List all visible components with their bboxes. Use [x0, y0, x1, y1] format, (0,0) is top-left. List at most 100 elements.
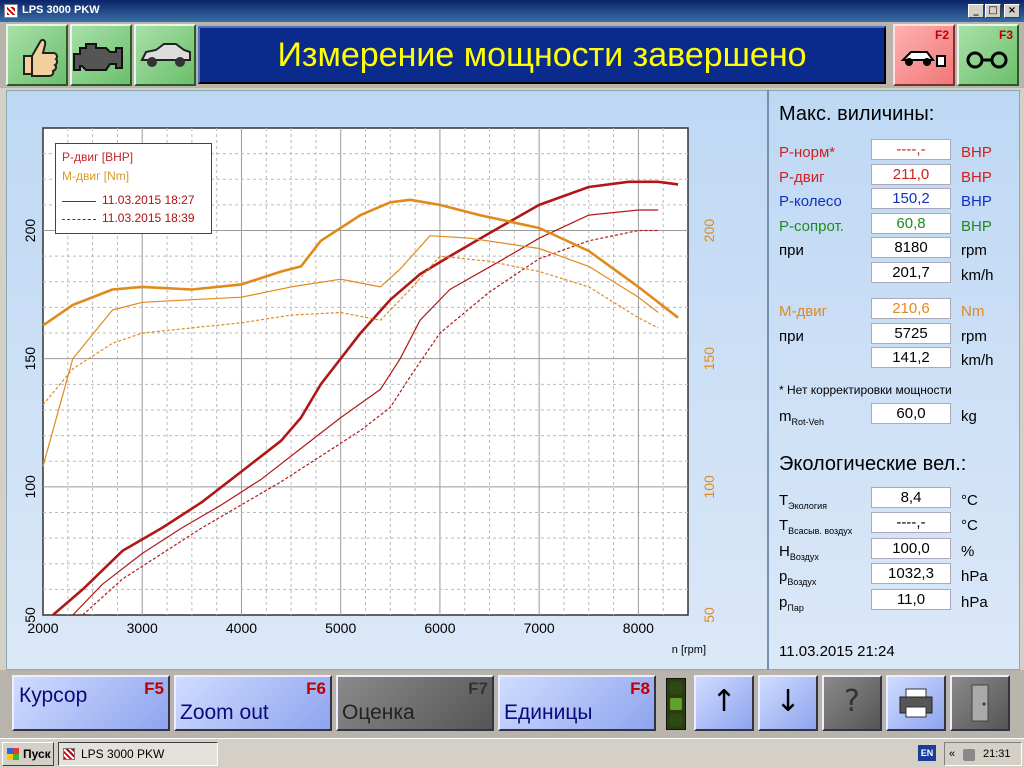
- pressure-vapor-unit: hPa: [961, 594, 988, 611]
- signal-lamp-bottom: [670, 714, 682, 726]
- y-left-tick-label: 200: [22, 219, 38, 243]
- temp-env-label: TЭкология: [779, 492, 827, 511]
- pressure-vapor-label: pПар: [779, 594, 804, 613]
- car-lift-icon: [900, 51, 946, 67]
- m-engine-unit: Nm: [961, 303, 985, 320]
- y-right-tick-label: 150: [701, 347, 717, 371]
- pressure-vapor-value: 11,0: [871, 589, 951, 610]
- power-curve-1: [52, 180, 679, 616]
- y-right-tick-label: 50: [701, 607, 717, 623]
- help-button[interactable]: ?: [822, 675, 882, 731]
- power-curve-3: [82, 229, 659, 616]
- bottom-toolbar: Курсор F5 Zoom out F6 Оценка F7 Единицы …: [0, 670, 1024, 738]
- legend-power: Р-двиг [BHP]: [62, 150, 134, 164]
- temp-intake-label-sub: Всасыв. воздух: [788, 526, 853, 536]
- power-rpm-value: 8180: [871, 237, 951, 258]
- minimize-button[interactable]: _: [968, 4, 984, 18]
- x-axis-label: n [rpm]: [672, 644, 706, 656]
- p-engine-unit: BHP: [961, 169, 992, 186]
- taskbar: Пуск LPS 3000 PKW EN « 21:31: [0, 738, 1024, 768]
- zoom-out-button[interactable]: Zoom out F6: [174, 675, 332, 731]
- start-button[interactable]: Пуск: [2, 742, 54, 766]
- mass-label-main: m: [779, 408, 792, 425]
- f2-key-label: F2: [934, 28, 949, 42]
- legend-run1: 11.03.2015 18:27: [102, 193, 195, 207]
- system-tray: « 21:31: [944, 742, 1022, 766]
- ok-button[interactable]: [6, 24, 68, 86]
- p-norm-label: Р-норм*: [779, 144, 836, 161]
- mass-label: mRot-Veh: [779, 408, 824, 427]
- p-loss-label: Р-сопрот.: [779, 218, 844, 235]
- temp-intake-unit: °C: [961, 517, 978, 534]
- result-datetime: 11.03.2015 21:24: [779, 643, 895, 660]
- torque-curve-4: [42, 198, 679, 327]
- status-banner: Измерение мощности завершено: [198, 26, 886, 84]
- torque-curve-6: [42, 255, 659, 406]
- humidity-label-main: H: [779, 543, 790, 560]
- taskbar-app-label: LPS 3000 PKW: [81, 747, 165, 761]
- units-button[interactable]: Единицы F8: [498, 675, 656, 731]
- tray-expand-icon[interactable]: «: [949, 748, 956, 760]
- y-right-tick-label: 200: [701, 219, 717, 243]
- app-icon: [4, 4, 18, 18]
- mass-label-sub: Rot-Veh: [791, 417, 825, 427]
- signal-indicator: [666, 678, 686, 730]
- power-rpm-label: при: [779, 242, 804, 259]
- torque-speed-unit: km/h: [961, 352, 994, 369]
- results-panel: Макс. виличины: Р-норм* ----,- BHP Р-двиг 21…: [770, 92, 1018, 670]
- y-left-tick-label: 150: [22, 347, 38, 371]
- close-button[interactable]: ×: [1004, 4, 1020, 18]
- exit-button[interactable]: [950, 675, 1010, 731]
- f7-key-label: F7: [468, 679, 488, 698]
- car-icon: [140, 43, 191, 67]
- taskbar-app-button[interactable]: LPS 3000 PKW: [58, 742, 218, 766]
- engine-button[interactable]: [70, 24, 132, 86]
- arrow-down-button[interactable]: ↓: [758, 675, 818, 731]
- p-norm-unit: BHP: [961, 144, 992, 161]
- pressure-air-value: 1032,3: [871, 563, 951, 584]
- top-toolbar: Измерение мощности завершено F2 F3: [0, 22, 1024, 88]
- power-rpm-unit: rpm: [961, 242, 987, 259]
- cursor-button[interactable]: Курсор F5: [12, 675, 170, 731]
- print-button[interactable]: [886, 675, 946, 731]
- f5-key-label: F5: [144, 679, 164, 698]
- torque-rpm-value: 5725: [871, 323, 951, 344]
- f3-key-label: F3: [998, 28, 1013, 42]
- x-tick-label: 4000: [226, 620, 257, 636]
- signal-lamp-top: [670, 682, 682, 694]
- power-speed-unit: km/h: [961, 267, 994, 284]
- clock[interactable]: 21:31: [983, 748, 1011, 760]
- pressure-air-label-main: p: [779, 568, 788, 585]
- max-values-title: Макс. виличины:: [779, 103, 935, 125]
- units-label: Единицы: [504, 701, 593, 724]
- torque-speed-value: 141,2: [871, 347, 951, 368]
- engine-icon: [73, 43, 123, 71]
- lift-button[interactable]: F2: [893, 24, 955, 86]
- humidity-label-sub: Воздух: [789, 552, 819, 562]
- window-titlebar: LPS 3000 PKW _ □ ×: [0, 0, 1024, 22]
- rollers-button[interactable]: F3: [957, 24, 1019, 86]
- chart-legend: Р-двиг [BHP] М-двиг [Nm] 11.03.2015 18:2…: [55, 143, 212, 234]
- arrow-up-button[interactable]: ↑: [694, 675, 754, 731]
- zoom-out-label: Zoom out: [180, 701, 269, 724]
- temp-env-label-sub: Экология: [788, 501, 828, 511]
- vehicle-button[interactable]: [134, 24, 196, 86]
- y-left-tick-label: 50: [22, 607, 38, 623]
- x-tick-label: 6000: [424, 620, 455, 636]
- mass-value: 60,0: [871, 403, 951, 424]
- evaluation-button[interactable]: Оценка F7: [336, 675, 494, 731]
- pressure-vapor-label-main: p: [779, 594, 788, 611]
- x-tick-label: 3000: [127, 620, 158, 636]
- speaker-icon[interactable]: [963, 749, 975, 761]
- pressure-air-label-sub: Воздух: [787, 577, 817, 587]
- temp-intake-label-main: T: [779, 517, 789, 534]
- y-left-tick-label: 100: [22, 475, 38, 499]
- x-tick-label: 8000: [623, 620, 654, 636]
- language-indicator[interactable]: EN: [918, 745, 936, 761]
- legend-run2-line: [62, 219, 96, 220]
- p-norm-value: ----,-: [871, 139, 951, 160]
- f6-key-label: F6: [306, 679, 326, 698]
- maximize-button[interactable]: □: [985, 4, 1001, 18]
- printer-icon: [899, 688, 933, 718]
- p-loss-unit: BHP: [961, 218, 992, 235]
